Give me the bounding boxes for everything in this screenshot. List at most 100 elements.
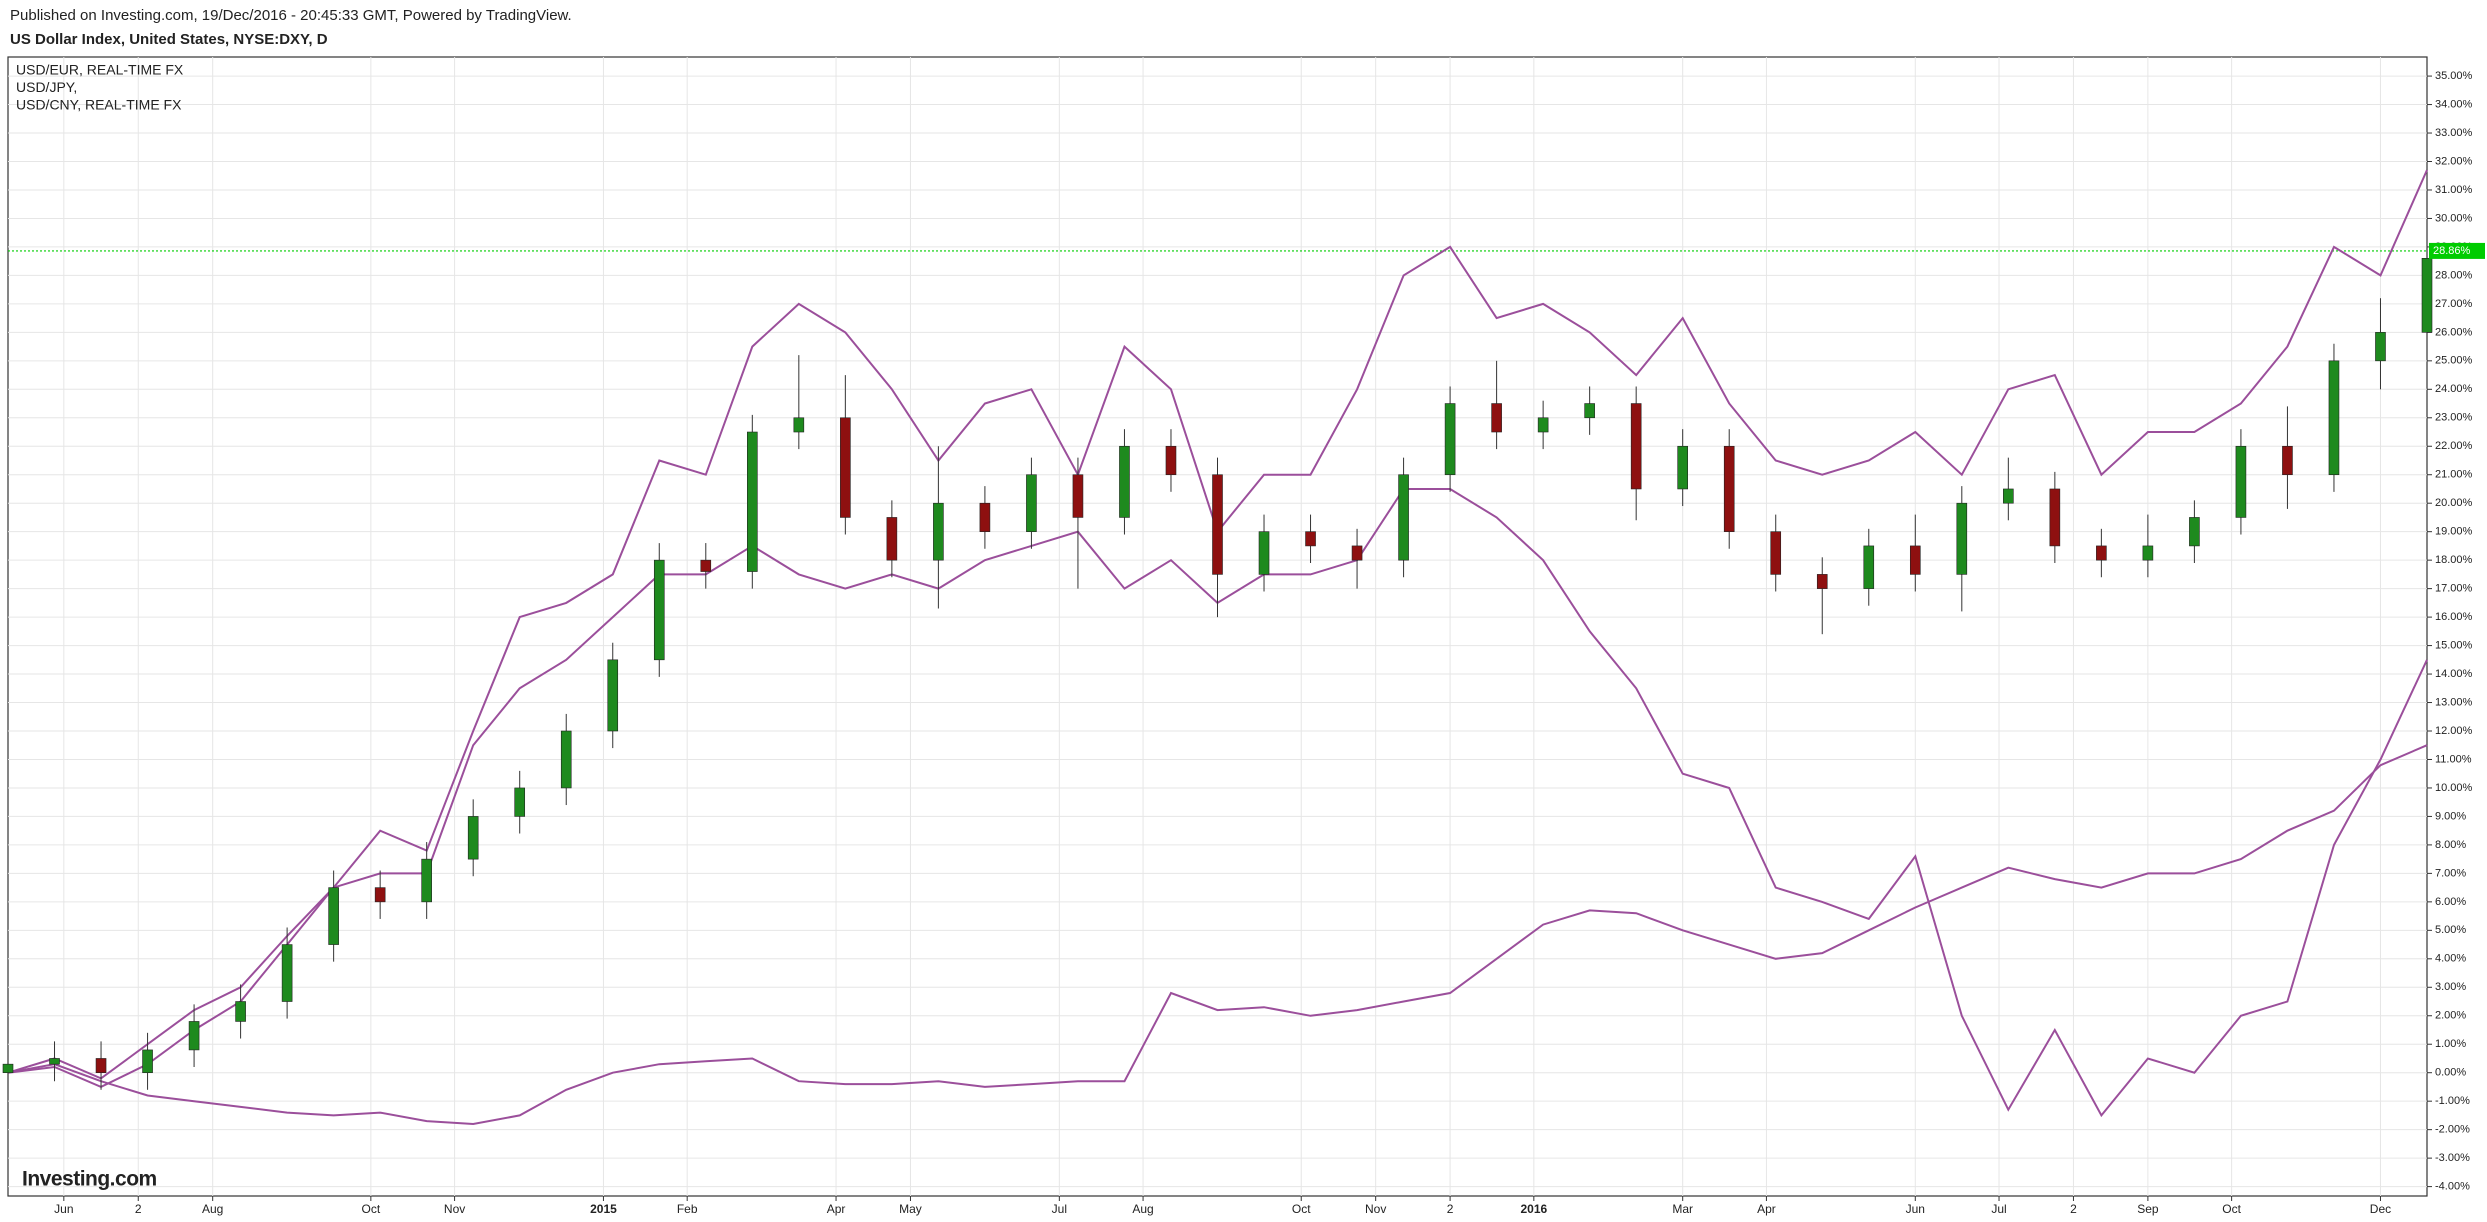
candle-body — [514, 787, 526, 817]
legend-entry: USD/CNY, REAL-TIME FX — [16, 97, 182, 113]
x-tick-label: 2 — [2070, 1202, 2077, 1216]
candle-body — [1909, 545, 1921, 575]
candle-body — [747, 431, 758, 572]
candle-body — [560, 730, 572, 789]
candle-body — [1723, 445, 1735, 532]
candle-body — [700, 559, 712, 572]
candle-body — [2235, 445, 2247, 518]
y-tick-label: 34.00% — [2435, 98, 2473, 110]
candle-body — [49, 1058, 60, 1065]
candle-body — [188, 1021, 200, 1051]
candle-body — [1212, 474, 1223, 575]
y-tick-label: 8.00% — [2435, 839, 2466, 851]
y-tick-label: 1.00% — [2435, 1038, 2466, 1050]
x-tick-label: Aug — [1132, 1202, 1153, 1216]
candle-body — [1119, 445, 1130, 518]
y-tick-label: 32.00% — [2435, 155, 2473, 167]
y-tick-label: 17.00% — [2435, 583, 2473, 595]
x-tick-label: Jun — [54, 1202, 73, 1216]
candle-body — [374, 887, 386, 903]
candle-body — [1398, 474, 1409, 561]
y-tick-label: 22.00% — [2435, 440, 2473, 452]
y-tick-label: 33.00% — [2435, 127, 2473, 139]
marks — [2, 169, 2433, 1126]
candle-body — [467, 816, 479, 860]
candle-body — [2328, 360, 2340, 476]
candle-body — [281, 944, 293, 1002]
y-tick-label: 15.00% — [2435, 639, 2473, 651]
y-tick-label: -3.00% — [2435, 1152, 2470, 1164]
chart-title: US Dollar Index, United States, NYSE:DXY… — [10, 31, 328, 48]
y-tick-label: 5.00% — [2435, 924, 2466, 936]
candle-body — [1584, 403, 1595, 419]
x-tick-label: Jul — [1052, 1202, 1067, 1216]
y-tick-label: 25.00% — [2435, 355, 2473, 367]
candle-body — [653, 559, 665, 661]
candle-body — [840, 417, 851, 518]
y-tick-label: 0.00% — [2435, 1067, 2466, 1079]
x-tick-label: May — [899, 1202, 922, 1216]
y-tick-label: 23.00% — [2435, 412, 2473, 424]
plot-frame — [7, 56, 2428, 1197]
y-tick-label: 21.00% — [2435, 469, 2473, 481]
x-tick-label: Jul — [1991, 1202, 2006, 1216]
y-tick-label: 13.00% — [2435, 696, 2473, 708]
candle-body — [1026, 474, 1037, 532]
x-tick-label: Nov — [1365, 1202, 1386, 1216]
y-tick-label: 27.00% — [2435, 298, 2473, 310]
candle-body — [886, 517, 898, 561]
x-tick-label: Mar — [1672, 1202, 1693, 1216]
candle-body — [1630, 403, 1642, 490]
candle-body — [793, 417, 805, 433]
x-tick-label: 2016 — [1520, 1202, 1547, 1216]
x-tick-label: 2 — [1447, 1202, 1454, 1216]
x-tick-label: Oct — [2222, 1202, 2241, 1216]
candle-body — [421, 858, 432, 903]
x-tick-label: Jun — [1906, 1202, 1925, 1216]
candle-body — [142, 1049, 153, 1074]
candle-body — [2282, 445, 2293, 476]
candle-body — [1072, 474, 1084, 518]
price-label-box — [2429, 242, 2485, 259]
x-tick-label: Nov — [444, 1202, 465, 1216]
y-tick-label: 2.00% — [2435, 1010, 2466, 1022]
candle-body — [2096, 545, 2107, 561]
candle-body — [1491, 403, 1502, 433]
candle-body — [1444, 403, 1456, 476]
candle-body — [1816, 574, 1828, 589]
y-tick-label: 20.00% — [2435, 497, 2473, 509]
candle-body — [235, 1001, 246, 1022]
y-tick-label: 16.00% — [2435, 611, 2473, 623]
y-tick-label: 28.00% — [2435, 269, 2473, 281]
y-tick-label: 26.00% — [2435, 326, 2473, 338]
subtitle: Published on Investing.com, 19/Dec/2016 … — [10, 7, 572, 24]
candle-body — [328, 887, 339, 945]
candle-body — [1863, 545, 1875, 589]
y-tick-label: 12.00% — [2435, 725, 2473, 737]
candle-body — [933, 502, 944, 561]
candle-body — [2375, 332, 2386, 362]
candle-body — [2421, 258, 2433, 333]
y-tick-label: 30.00% — [2435, 212, 2473, 224]
x-tick-label: Oct — [1292, 1202, 1311, 1216]
candle-body — [1770, 531, 1782, 575]
logo: Investing.com — [22, 1168, 157, 1191]
y-tick-label: -2.00% — [2435, 1124, 2470, 1136]
y-tick-label: 11.00% — [2435, 753, 2472, 765]
candle-body — [1537, 417, 1549, 433]
y-tick-label: 35.00% — [2435, 70, 2473, 82]
candle-body — [2049, 488, 2061, 547]
x-tick-label: Feb — [677, 1202, 698, 1216]
y-tick-label: 4.00% — [2435, 953, 2466, 965]
y-tick-label: 31.00% — [2435, 184, 2473, 196]
x-tick-label: Apr — [827, 1202, 846, 1216]
candle-body — [2003, 488, 2014, 504]
y-tick-label: -4.00% — [2435, 1181, 2470, 1193]
y-tick-label: 18.00% — [2435, 554, 2473, 566]
y-tick-label: 9.00% — [2435, 810, 2466, 822]
y-tick-label: 24.00% — [2435, 383, 2473, 395]
candle-body — [2142, 545, 2154, 561]
y-tick-label: 7.00% — [2435, 867, 2466, 879]
candle-body — [607, 659, 619, 732]
